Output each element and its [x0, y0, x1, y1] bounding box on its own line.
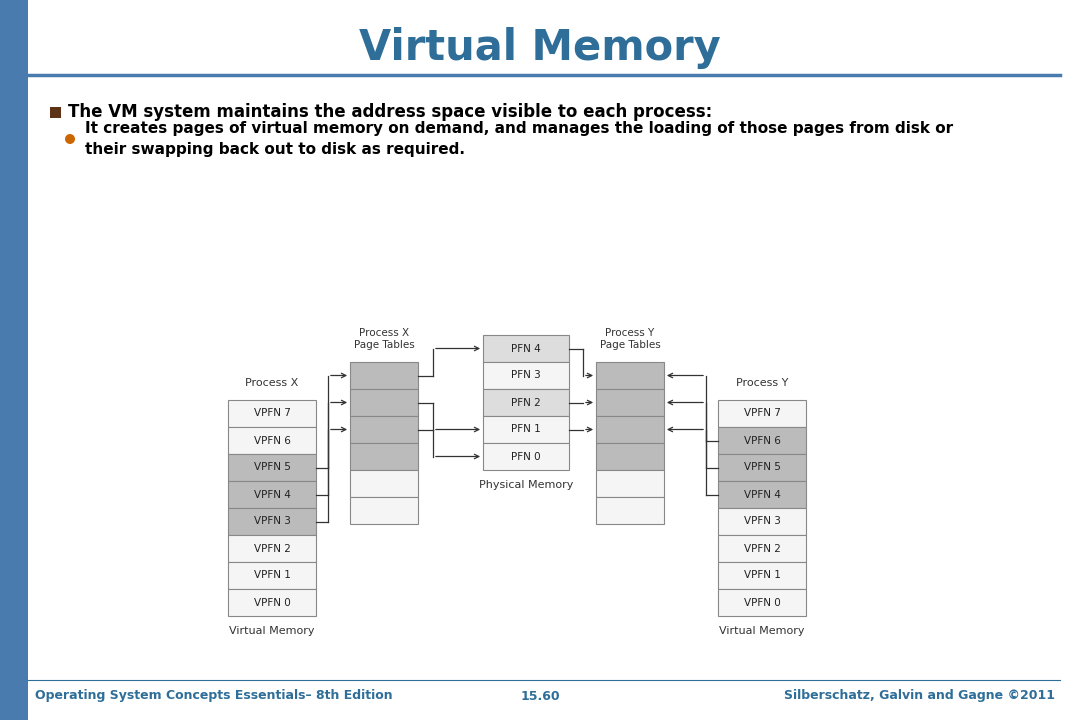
Bar — [718, 481, 806, 508]
Text: VPFN 6: VPFN 6 — [743, 436, 781, 446]
Circle shape — [65, 134, 75, 144]
Text: Physical Memory: Physical Memory — [478, 480, 573, 490]
Bar — [483, 389, 569, 416]
Text: PFN 2: PFN 2 — [511, 397, 541, 408]
Text: Virtual Memory: Virtual Memory — [719, 626, 805, 636]
Bar — [228, 535, 316, 562]
Bar — [718, 535, 806, 562]
Bar — [350, 416, 418, 443]
Text: PFN 1: PFN 1 — [511, 425, 541, 434]
Text: VPFN 7: VPFN 7 — [254, 408, 291, 418]
Text: Operating System Concepts Essentials– 8th Edition: Operating System Concepts Essentials– 8t… — [35, 690, 393, 703]
Text: PFN 0: PFN 0 — [511, 451, 541, 462]
Text: VPFN 2: VPFN 2 — [254, 544, 291, 554]
Bar — [228, 481, 316, 508]
Bar — [228, 427, 316, 454]
Text: VPFN 0: VPFN 0 — [254, 598, 291, 608]
Text: VPFN 1: VPFN 1 — [743, 570, 781, 580]
Bar — [596, 497, 664, 524]
Text: Process X
Page Tables: Process X Page Tables — [353, 328, 415, 350]
Text: VPFN 1: VPFN 1 — [254, 570, 291, 580]
Bar — [228, 562, 316, 589]
Text: Process Y
Page Tables: Process Y Page Tables — [599, 328, 660, 350]
Bar — [718, 562, 806, 589]
Bar — [228, 508, 316, 535]
Text: It creates pages of virtual memory on demand, and manages the loading of those p: It creates pages of virtual memory on de… — [85, 121, 954, 157]
Text: VPFN 4: VPFN 4 — [254, 490, 291, 500]
Bar — [483, 335, 569, 362]
Bar — [350, 443, 418, 470]
Bar — [228, 400, 316, 427]
Bar — [483, 362, 569, 389]
Text: Virtual Memory: Virtual Memory — [360, 27, 720, 69]
Text: VPFN 5: VPFN 5 — [743, 462, 781, 472]
Bar — [596, 416, 664, 443]
Text: PFN 4: PFN 4 — [511, 343, 541, 354]
Text: VPFN 0: VPFN 0 — [744, 598, 781, 608]
Text: Process Y: Process Y — [735, 378, 788, 388]
Bar — [0, 0, 28, 720]
Text: VPFN 2: VPFN 2 — [743, 544, 781, 554]
Text: VPFN 3: VPFN 3 — [743, 516, 781, 526]
Bar — [350, 389, 418, 416]
Bar — [718, 589, 806, 616]
Text: VPFN 6: VPFN 6 — [254, 436, 291, 446]
Bar — [718, 508, 806, 535]
Bar — [596, 389, 664, 416]
Bar — [350, 497, 418, 524]
Bar — [350, 470, 418, 497]
Bar — [228, 589, 316, 616]
Text: Silberschatz, Galvin and Gagne ©2011: Silberschatz, Galvin and Gagne ©2011 — [784, 690, 1055, 703]
Bar — [596, 362, 664, 389]
Text: VPFN 7: VPFN 7 — [743, 408, 781, 418]
Text: Virtual Memory: Virtual Memory — [229, 626, 314, 636]
Bar — [718, 427, 806, 454]
Bar — [483, 416, 569, 443]
Bar — [718, 400, 806, 427]
Bar — [228, 454, 316, 481]
Bar — [483, 443, 569, 470]
Text: PFN 3: PFN 3 — [511, 371, 541, 380]
Bar — [596, 443, 664, 470]
Bar — [50, 107, 60, 118]
Text: The VM system maintains the address space visible to each process:: The VM system maintains the address spac… — [68, 103, 712, 121]
Text: Process X: Process X — [245, 378, 299, 388]
Bar — [718, 454, 806, 481]
Text: VPFN 5: VPFN 5 — [254, 462, 291, 472]
Text: VPFN 4: VPFN 4 — [743, 490, 781, 500]
Bar — [596, 470, 664, 497]
Text: 15.60: 15.60 — [521, 690, 559, 703]
Text: VPFN 3: VPFN 3 — [254, 516, 291, 526]
Bar — [350, 362, 418, 389]
